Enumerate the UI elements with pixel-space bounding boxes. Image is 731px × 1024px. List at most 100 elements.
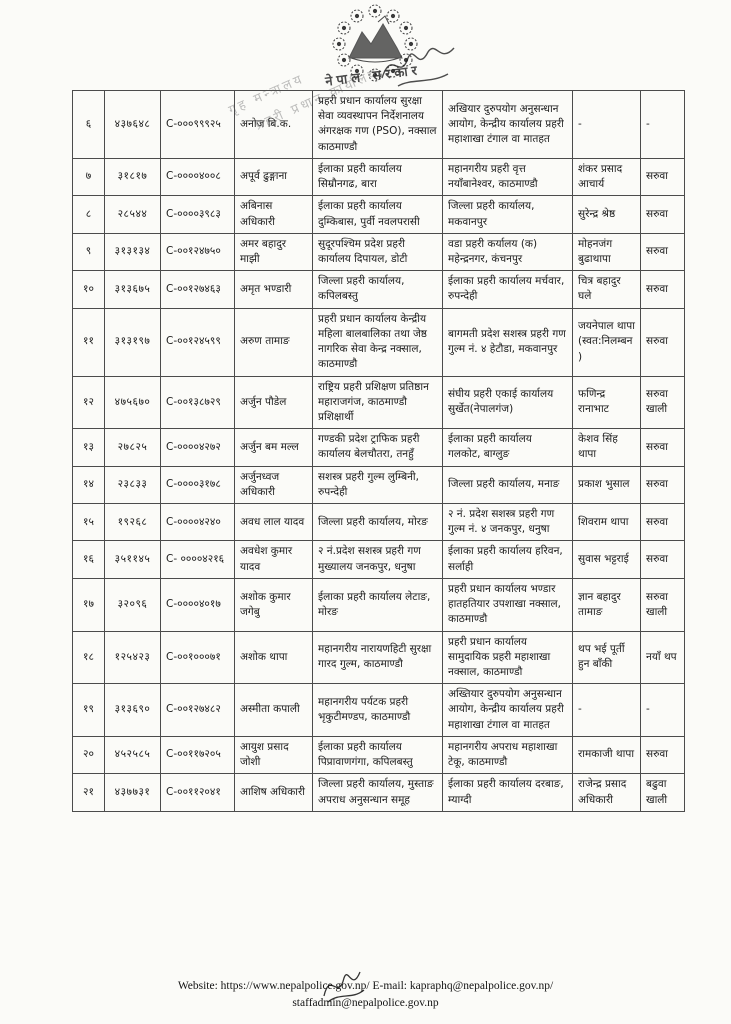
table-row: १६ ३५११४५ C- ००००४२१६ अवधेश कुमार यादव २ नं.… xyxy=(72,540,685,579)
cell-sn: १८ xyxy=(72,630,105,685)
cell-to-office: महानगरीय प्रहरी वृत्त नयाँबानेश्वर, काठम… xyxy=(442,157,573,197)
cell-cno: C-०००९९९२५ xyxy=(160,90,235,159)
cell-num: ३१३१९७ xyxy=(104,307,161,377)
table-row: १० ३१३६७५ C-००१२७४६३ अमृत भण्डारी जिल्ला प्र… xyxy=(72,270,685,309)
cell-from-office: सुदूरपश्चिम प्रदेश प्रहरी कार्यालय दिपाय… xyxy=(312,232,443,272)
cell-sn: ७ xyxy=(72,157,105,197)
cell-sn: ११ xyxy=(72,307,105,377)
cell-to-office: ईलाका प्रहरी कार्यालय मर्चवार, रुपन्देही xyxy=(442,270,573,309)
cell-num: ३१८१७ xyxy=(104,157,161,197)
table-row: ९ ३१३१३४ C-००१२४७५० अमर बहादुर माझी सुदूरपश्… xyxy=(72,232,685,272)
cell-status: सरुवा xyxy=(640,307,685,377)
cell-cno: C-००००४२७२ xyxy=(160,428,235,467)
footer-website-email: Website: https://www.nepalpolice.gov.np/… xyxy=(177,980,554,992)
table-row: २१ ४३७७३१ C-००११२०४१ आशिष अधिकारी जिल्ला प्र… xyxy=(72,773,685,812)
cell-status: सरुवा xyxy=(640,503,685,542)
cell-name: अमृत भण्डारी xyxy=(234,270,313,309)
table-row: ११ ३१३१९७ C-००१२४५९९ अरुण तामाङ प्रहरी प्रधा… xyxy=(72,307,685,377)
cell-to-office: ईलाका प्रहरी कार्यालय गलकोट, बाग्लुङ xyxy=(442,428,573,467)
table-row: १४ २३८३३ C-००००३१७८ अर्जुनध्वज अधिकारी सशस्त… xyxy=(72,465,685,505)
cell-name: आशिष अधिकारी xyxy=(234,773,313,812)
table-row: २० ४५२५८५ C-००११७२०५ आयुश प्रसाद जोशी ईलाका … xyxy=(72,735,685,775)
cell-cno: C-००११२०४१ xyxy=(160,773,235,812)
cell-cno: C-००१२४५९९ xyxy=(160,307,235,377)
cell-recommender: फणिन्द्र रानाभाट xyxy=(572,375,641,430)
cell-recommender: जयनेपाल थापा (स्वत:निलम्बन) xyxy=(572,307,641,377)
cell-cno: C-००००४००८ xyxy=(160,157,235,197)
cell-cno: C-००११७२०५ xyxy=(160,735,235,775)
cell-from-office: महानगरीय नारायणहिटी सुरक्षा गारद गुल्म, … xyxy=(312,630,443,685)
cell-recommender: ज्ञान बहादुर तामाङ xyxy=(572,577,641,632)
cell-name: अर्जुन पौडेल xyxy=(234,375,313,430)
cell-name: अरुण तामाङ xyxy=(234,307,313,377)
page-footer: Website: https://www.nepalpolice.gov.np/… xyxy=(0,978,731,1013)
table-row: १२ ४७५६७० C-००१३८७२९ अर्जुन पौडेल राष्ट्रिय … xyxy=(72,375,685,430)
cell-recommender: - xyxy=(572,683,641,737)
cell-name: अबिनास अधिकारी xyxy=(234,195,313,234)
police-transfer-table: ६ ४३७६४८ C-०००९९९२५ अनोज बि.क. प्रहरी प्रधान… xyxy=(72,90,685,812)
cell-from-office: २ नं.प्रदेश सशस्त्र प्रहरी गण मुख्यालय ज… xyxy=(312,540,443,579)
cell-cno: C-००००४०१७ xyxy=(160,577,235,632)
cell-num: १९२६८ xyxy=(104,503,161,542)
cell-recommender: सुरेन्द्र श्रेष्ठ xyxy=(572,195,641,234)
cell-num: ३१३१३४ xyxy=(104,232,161,272)
cell-name: अर्जुन बम मल्ल xyxy=(234,428,313,467)
table-row: १९ ३१३६९० C-००१२७४८२ अस्मीता कपाली महानगरीय … xyxy=(72,683,685,737)
transfer-table-body: ६ ४३७६४८ C-०००९९९२५ अनोज बि.क. प्रहरी प्रधान… xyxy=(72,90,685,812)
cell-status: सरुवा xyxy=(640,465,685,505)
cell-status: सरुवा खाली xyxy=(640,577,685,632)
table-row: १८ १२५४२३ C-००१०००७१ अशोक थापा महानगरीय नारा… xyxy=(72,630,685,685)
cell-cno: C-००१२७४८२ xyxy=(160,683,235,737)
cell-recommender: शिवराम थापा xyxy=(572,503,641,542)
cell-to-office: महानगरीय अपराध महाशाखा टेकू, काठमाण्डौ xyxy=(442,735,573,775)
cell-sn: १२ xyxy=(72,375,105,430)
cell-from-office: ईलाका प्रहरी कार्यालय लेटाङ, मोरङ xyxy=(312,577,443,632)
cell-status: बढुवा खाली xyxy=(640,773,685,812)
table-row: १७ ३२०९६ C-००००४०१७ अशोक कुमार जगेबु ईलाका प… xyxy=(72,577,685,632)
cell-from-office: गण्डकी प्रदेश ट्राफिक प्रहरी कार्यालय बे… xyxy=(312,428,443,467)
cell-num: ४३७७३१ xyxy=(104,773,161,812)
cell-from-office: प्रहरी प्रधान कार्यालय केन्द्रीय महिला ब… xyxy=(312,307,443,377)
cell-name: अमर बहादुर माझी xyxy=(234,232,313,272)
cell-name: अशोक कुमार जगेबु xyxy=(234,577,313,632)
cell-sn: १६ xyxy=(72,540,105,579)
cell-status: - xyxy=(640,90,685,159)
cell-name: अर्जुनध्वज अधिकारी xyxy=(234,465,313,505)
cell-sn: १३ xyxy=(72,428,105,467)
table-row: ६ ४३७६४८ C-०००९९९२५ अनोज बि.क. प्रहरी प्रधान… xyxy=(72,90,685,159)
cell-from-office: राष्ट्रिय प्रहरी प्रशिक्षण प्रतिष्ठान मह… xyxy=(312,375,443,430)
cell-to-office: संघीय प्रहरी एकाई कार्यालय सुर्खेत(नेपाल… xyxy=(442,375,573,430)
cell-to-office: जिल्ला प्रहरी कार्यालय, मनाङ xyxy=(442,465,573,505)
cell-num: १२५४२३ xyxy=(104,630,161,685)
cell-to-office: ईलाका प्रहरी कार्यालय हरिवन, सर्लाही xyxy=(442,540,573,579)
cell-from-office: ईलाका प्रहरी कार्यालय दुम्किबास, पुर्वी … xyxy=(312,195,443,234)
cell-num: २७८२५ xyxy=(104,428,161,467)
cell-name: अवध लाल यादव xyxy=(234,503,313,542)
cell-from-office: जिल्ला प्रहरी कार्यालय, मोरङ xyxy=(312,503,443,542)
cell-recommender: - xyxy=(572,90,641,159)
cell-num: ३१३६९० xyxy=(104,683,161,737)
cell-cno: C-००००४२४० xyxy=(160,503,235,542)
cell-from-office: ईलाका प्रहरी कार्यालय पिप्रावाणगंगा, कपि… xyxy=(312,735,443,775)
cell-recommender: रामकाजी थापा xyxy=(572,735,641,775)
cell-num: ३१३६७५ xyxy=(104,270,161,309)
cell-from-office: जिल्ला प्रहरी कार्यालय, मुस्ताङ अपराध अन… xyxy=(312,773,443,812)
nepal-government-emblem-icon xyxy=(305,2,445,94)
cell-status: - xyxy=(640,683,685,737)
cell-sn: १७ xyxy=(72,577,105,632)
cell-sn: १० xyxy=(72,270,105,309)
cell-status: सरुवा खाली xyxy=(640,375,685,430)
cell-from-office: ईलाका प्रहरी कार्यालय सिम्रौनगढ, बारा xyxy=(312,157,443,197)
cell-recommender: सुवास भट्टराई xyxy=(572,540,641,579)
cell-from-office: प्रहरी प्रधान कार्यालय सुरक्षा सेवा व्यव… xyxy=(312,90,443,159)
cell-sn: २० xyxy=(72,735,105,775)
cell-cno: C- ००००४२१६ xyxy=(160,540,235,579)
cell-sn: ६ xyxy=(72,90,105,159)
signature-mark xyxy=(381,47,455,87)
cell-sn: ९ xyxy=(72,232,105,272)
cell-num: ४५२५८५ xyxy=(104,735,161,775)
cell-num: ४३७६४८ xyxy=(104,90,161,159)
cell-cno: C-००००३१७८ xyxy=(160,465,235,505)
table-row: १३ २७८२५ C-००००४२७२ अर्जुन बम मल्ल गण्डकी प्… xyxy=(72,428,685,467)
